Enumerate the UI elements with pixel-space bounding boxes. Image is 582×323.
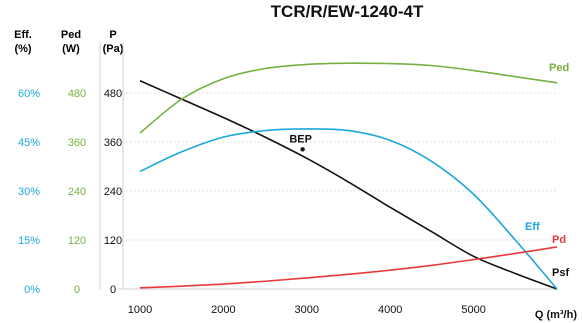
series-label-psf: Psf — [552, 267, 569, 279]
ped-axis-label: Ped (W) — [61, 29, 81, 55]
x-tick-label: 2000 — [211, 304, 235, 316]
series-labels: Psf Eff Ped Pd — [525, 62, 569, 279]
ped-tick-label: 360 — [68, 137, 86, 149]
x-tick-labels: 1000 2000 3000 4000 5000 — [128, 304, 486, 316]
eff-axis-label: Eff. (%) — [14, 29, 32, 55]
p-axis-label-line2: (Pa) — [103, 43, 124, 55]
annotations: BEP — [289, 133, 312, 152]
ped-axis-label-line2: (W) — [62, 43, 80, 55]
eff-tick-labels: 0% 15% 30% 45% 60% — [18, 88, 40, 296]
series-label-ped: Ped — [549, 62, 569, 74]
series-lines — [139, 62, 558, 290]
p-tick-label: 0 — [110, 284, 116, 296]
p-tick-label: 120 — [104, 235, 122, 247]
p-axis-label: P (Pa) — [103, 29, 124, 55]
ped-tick-label: 0 — [74, 284, 80, 296]
ped-tick-label: 120 — [68, 235, 86, 247]
gridlines — [118, 92, 557, 241]
series-label-pd: Pd — [552, 234, 566, 246]
x-tick-label: 1000 — [128, 304, 152, 316]
p-axis-label-line1: P — [109, 29, 116, 41]
eff-tick-label: 15% — [18, 235, 40, 247]
eff-tick-label: 30% — [18, 186, 40, 198]
x-axis-label: Q (m³/h) — [535, 309, 577, 321]
series-line-eff — [139, 128, 558, 290]
ped-tick-label: 240 — [68, 186, 86, 198]
p-tick-label: 240 — [104, 186, 122, 198]
eff-tick-label: 45% — [18, 137, 40, 149]
p-tick-label: 360 — [104, 137, 122, 149]
eff-axis-label-line1: Eff. — [14, 29, 32, 41]
series-line-pd — [139, 246, 558, 289]
bep-point — [300, 147, 305, 152]
ped-axis-label-line1: Ped — [61, 29, 81, 41]
axis-lines — [99, 42, 557, 290]
series-line-ped — [139, 62, 558, 134]
series-line-psf — [139, 80, 558, 290]
eff-axis-label-line2: (%) — [14, 43, 31, 55]
eff-tick-label: 60% — [18, 88, 40, 100]
p-tick-labels: 0 120 240 360 480 — [104, 88, 122, 296]
x-tick-label: 3000 — [295, 304, 319, 316]
x-tick-label: 5000 — [461, 304, 485, 316]
chart-title: TCR/R/EW-1240-4T — [271, 2, 424, 21]
eff-tick-label: 0% — [24, 284, 40, 296]
x-tick-label: 4000 — [378, 304, 402, 316]
ped-tick-labels: 0 120 240 360 480 — [68, 88, 86, 296]
series-label-eff: Eff — [525, 221, 540, 233]
ped-tick-label: 480 — [68, 88, 86, 100]
bep-label: BEP — [289, 133, 312, 145]
p-tick-label: 480 — [104, 88, 122, 100]
